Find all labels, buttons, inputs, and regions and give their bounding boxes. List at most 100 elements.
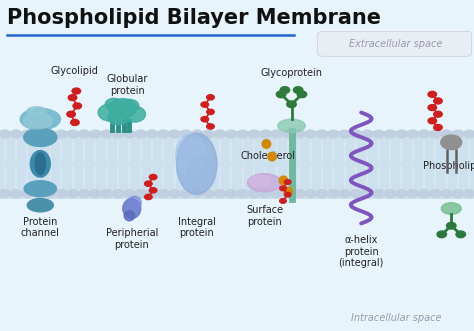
- Circle shape: [328, 130, 339, 138]
- Text: Protein
channel: Protein channel: [21, 217, 60, 238]
- Circle shape: [68, 95, 77, 101]
- Ellipse shape: [124, 211, 135, 221]
- Circle shape: [226, 190, 237, 198]
- Ellipse shape: [284, 187, 292, 196]
- FancyBboxPatch shape: [318, 31, 472, 56]
- Circle shape: [101, 130, 112, 138]
- Circle shape: [293, 190, 305, 198]
- Circle shape: [10, 130, 22, 138]
- Circle shape: [180, 190, 191, 198]
- Circle shape: [350, 130, 362, 138]
- Circle shape: [45, 190, 56, 198]
- Circle shape: [207, 95, 214, 100]
- Ellipse shape: [279, 176, 288, 185]
- Ellipse shape: [249, 175, 270, 187]
- Circle shape: [428, 105, 437, 111]
- Circle shape: [280, 199, 286, 203]
- Ellipse shape: [27, 107, 46, 115]
- Circle shape: [72, 88, 81, 94]
- Ellipse shape: [24, 181, 56, 197]
- Circle shape: [293, 130, 305, 138]
- Circle shape: [284, 180, 291, 184]
- Ellipse shape: [123, 199, 141, 218]
- Circle shape: [297, 91, 307, 98]
- Circle shape: [78, 130, 90, 138]
- Circle shape: [396, 190, 407, 198]
- Circle shape: [191, 190, 203, 198]
- Circle shape: [158, 190, 169, 198]
- Ellipse shape: [175, 134, 207, 177]
- Text: Globular
protein: Globular protein: [106, 74, 148, 96]
- Circle shape: [169, 190, 181, 198]
- Circle shape: [447, 222, 456, 229]
- Circle shape: [428, 91, 437, 97]
- Circle shape: [452, 190, 464, 198]
- Circle shape: [201, 117, 209, 122]
- Circle shape: [22, 190, 33, 198]
- Circle shape: [373, 130, 384, 138]
- Circle shape: [271, 130, 283, 138]
- Circle shape: [203, 130, 214, 138]
- Circle shape: [339, 130, 350, 138]
- Text: Peripherial
protein: Peripherial protein: [106, 228, 158, 250]
- Circle shape: [434, 98, 442, 104]
- Circle shape: [145, 181, 152, 186]
- Circle shape: [67, 111, 75, 117]
- Ellipse shape: [187, 157, 216, 190]
- Circle shape: [456, 231, 465, 238]
- Text: Glycolipid: Glycolipid: [51, 66, 99, 76]
- Circle shape: [305, 190, 316, 198]
- Circle shape: [214, 190, 226, 198]
- Circle shape: [207, 109, 214, 115]
- Circle shape: [437, 231, 447, 238]
- Text: Glycoprotein: Glycoprotein: [261, 68, 322, 78]
- Circle shape: [384, 130, 396, 138]
- Circle shape: [441, 135, 462, 150]
- Circle shape: [33, 130, 45, 138]
- Text: α-helix
protein
(integral): α-helix protein (integral): [338, 235, 384, 268]
- Circle shape: [284, 192, 291, 197]
- Circle shape: [135, 190, 146, 198]
- Circle shape: [237, 190, 248, 198]
- Circle shape: [316, 130, 328, 138]
- Circle shape: [33, 190, 45, 198]
- Circle shape: [452, 130, 464, 138]
- Circle shape: [201, 102, 209, 107]
- Circle shape: [124, 130, 135, 138]
- Circle shape: [67, 190, 78, 198]
- Circle shape: [248, 190, 260, 198]
- Circle shape: [418, 190, 429, 198]
- Ellipse shape: [262, 140, 271, 148]
- Circle shape: [305, 130, 316, 138]
- Ellipse shape: [120, 99, 139, 113]
- Ellipse shape: [123, 106, 146, 122]
- Circle shape: [441, 190, 452, 198]
- Circle shape: [260, 190, 271, 198]
- Circle shape: [434, 124, 442, 130]
- Text: Phospholipid: Phospholipid: [423, 161, 474, 170]
- Circle shape: [441, 130, 452, 138]
- Circle shape: [22, 130, 33, 138]
- Text: Extracellular space: Extracellular space: [349, 39, 442, 49]
- Circle shape: [169, 130, 181, 138]
- Circle shape: [350, 190, 362, 198]
- Ellipse shape: [441, 203, 461, 214]
- Circle shape: [112, 190, 124, 198]
- Circle shape: [191, 130, 203, 138]
- FancyBboxPatch shape: [0, 131, 474, 199]
- Circle shape: [283, 190, 294, 198]
- Circle shape: [276, 91, 286, 98]
- Circle shape: [135, 130, 146, 138]
- Circle shape: [429, 190, 441, 198]
- Circle shape: [73, 103, 82, 109]
- Ellipse shape: [105, 98, 122, 110]
- Text: Intracellular space: Intracellular space: [351, 313, 441, 323]
- Circle shape: [384, 190, 396, 198]
- Ellipse shape: [30, 151, 50, 177]
- Text: Cholesterol: Cholesterol: [240, 151, 295, 161]
- Ellipse shape: [109, 99, 137, 118]
- Circle shape: [237, 130, 248, 138]
- Circle shape: [434, 111, 442, 117]
- Circle shape: [428, 118, 437, 124]
- Circle shape: [316, 190, 328, 198]
